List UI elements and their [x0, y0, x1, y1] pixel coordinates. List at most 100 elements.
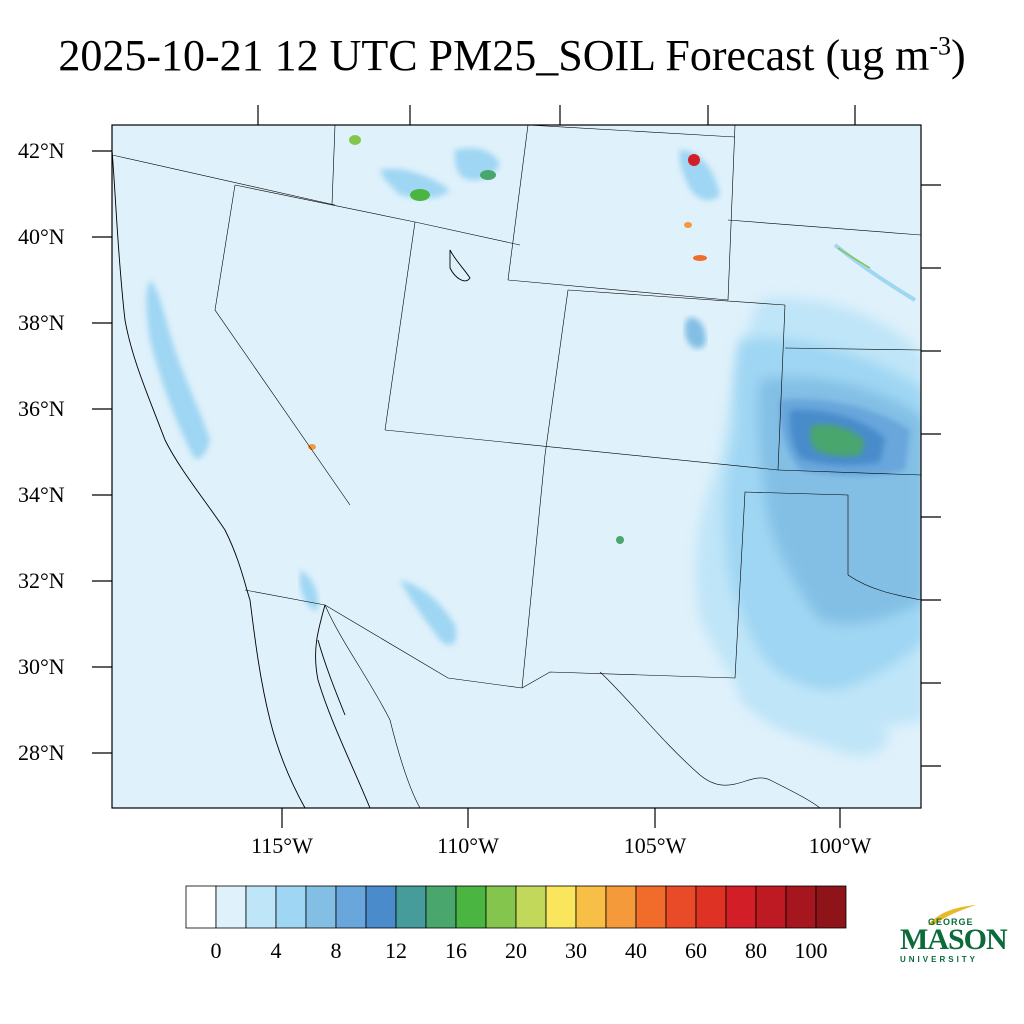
- colorbar-label-4: 4: [270, 938, 282, 963]
- hotspot-nevada: [308, 444, 316, 450]
- logo-swoosh-icon: [928, 905, 976, 925]
- boundary-colorado-north: [567, 289, 786, 306]
- colorbar-swatch-12: [545, 885, 577, 929]
- colorbar-swatch-15: [635, 885, 667, 929]
- boundary-colorado-east: [777, 304, 786, 471]
- colorbar-swatch-11: [515, 885, 547, 929]
- colorbar-swatch-14: [605, 885, 637, 929]
- lon-label-110w: 110°W: [437, 833, 499, 858]
- boundary-arizona-newmexico: [521, 454, 546, 689]
- lake-great-salt: [449, 249, 471, 282]
- hotspot-south-dakota: [688, 154, 700, 166]
- ticks-left: [92, 150, 112, 754]
- hotspot-wyoming: [480, 170, 496, 180]
- boundary-wyoming-west: [507, 125, 529, 281]
- boundary-mexico-interior: [324, 604, 421, 808]
- coast-california: [112, 149, 306, 808]
- plume-california: [146, 280, 210, 459]
- colorbar-swatch-18: [725, 885, 757, 929]
- boundary-colorado-west: [544, 289, 569, 456]
- boundary-oregon-california: [112, 154, 336, 206]
- colorbar-label-12: 12: [385, 938, 407, 963]
- colorbar-swatch-9: [455, 885, 487, 929]
- colorbar-swatch-6: [365, 885, 397, 929]
- lon-label-105w: 105°W: [623, 833, 687, 858]
- lon-label-100w: 100°W: [808, 833, 872, 858]
- coastlines: [112, 149, 471, 808]
- boundary-four-corners: [384, 429, 779, 471]
- boundary-kansas-south: [777, 469, 921, 476]
- colorbar-swatch-19: [755, 885, 787, 929]
- logo-line-university: UNIVERSITY: [900, 955, 979, 964]
- lat-label-32n: 32°N: [18, 568, 65, 593]
- colorbar-swatch-13: [575, 885, 607, 929]
- colorbar-swatch-7: [395, 885, 427, 929]
- plume-south-tail: [740, 660, 889, 756]
- colorbar-label-100: 100: [794, 938, 828, 963]
- colorbar-swatch-5: [335, 885, 367, 929]
- plume-idaho-wyoming: [380, 168, 450, 199]
- logo-line-george: GEORGE: [928, 917, 974, 927]
- colorbar: [185, 885, 847, 929]
- hotspot-nebraska-north: [684, 222, 692, 228]
- colorbar-swatch-21: [815, 885, 847, 929]
- lat-label-34n: 34°N: [18, 482, 65, 507]
- lon-label-115w: 115°W: [251, 833, 313, 858]
- boundary-kansas: [784, 347, 921, 351]
- coast-baja-east: [317, 639, 346, 716]
- boundary-idaho-east: [331, 125, 336, 206]
- title-text: 2025-10-21 12 UTC PM25_SOIL Forecast (ug…: [58, 31, 930, 80]
- colorbar-label-0: 0: [210, 938, 222, 963]
- chart-title: 2025-10-21 12 UTC PM25_SOIL Forecast (ug…: [0, 30, 1024, 81]
- boundary-oklahoma-red-river: [847, 574, 921, 601]
- colorbar-label-80: 80: [745, 938, 767, 963]
- colorbar-swatch-2: [245, 885, 277, 929]
- colorbar-swatch-8: [425, 885, 457, 929]
- boundary-arizona-mexico: [244, 589, 523, 689]
- colorbar-label-16: 16: [445, 938, 467, 963]
- colorbar-swatch-16: [665, 885, 697, 929]
- colorbar-label-30: 30: [565, 938, 587, 963]
- boundary-newmexico-texas: [521, 491, 849, 689]
- boundary-wyoming-north: [527, 125, 736, 138]
- boundary-wyoming-south: [507, 279, 729, 301]
- concentration-field: [146, 135, 921, 756]
- hotspot-montana: [349, 135, 361, 145]
- ticks-right: [921, 184, 941, 767]
- plume-sonora: [300, 570, 319, 611]
- plume-east-level6: [810, 424, 865, 457]
- lat-label-36n: 36°N: [18, 396, 65, 421]
- lat-label-42n: 42°N: [18, 138, 65, 163]
- ticks-bottom: [281, 808, 841, 828]
- colorbar-swatch-1: [215, 885, 247, 929]
- hotspot-nebraska: [693, 255, 707, 261]
- boundary-nebraska-south: [727, 219, 921, 236]
- hotspot-new-mexico: [616, 536, 624, 544]
- state-boundaries: [112, 125, 921, 808]
- boundary-rio-grande: [599, 671, 821, 808]
- colorbar-swatch-0: [185, 885, 217, 929]
- lat-label-40n: 40°N: [18, 224, 65, 249]
- colorbar-swatch-10: [485, 885, 517, 929]
- lat-label-30n: 30°N: [18, 654, 65, 679]
- plume-colorado: [684, 317, 706, 349]
- hotspot-idaho: [410, 189, 430, 201]
- lat-label-28n: 28°N: [18, 740, 65, 765]
- colorbar-label-60: 60: [685, 938, 707, 963]
- logo-line-mason: MASON: [900, 923, 1008, 956]
- title-superscript: -3: [929, 31, 951, 61]
- colorbar-swatch-4: [305, 885, 337, 929]
- coast-gulf-california: [315, 604, 371, 808]
- title-close: ): [951, 31, 966, 80]
- boundary-nevada-california: [214, 184, 351, 506]
- lat-label-38n: 38°N: [18, 310, 65, 335]
- plume-streak-core: [837, 247, 871, 269]
- colorbar-swatch-3: [275, 885, 307, 929]
- gmu-logo: GEORGE MASON UNIVERSITY: [898, 903, 1008, 973]
- plume-arizona: [400, 580, 457, 645]
- boundary-dakotas: [727, 125, 736, 301]
- colorbar-label-20: 20: [505, 938, 527, 963]
- boundary-utah-east: [384, 221, 416, 431]
- colorbar-swatch-20: [785, 885, 817, 929]
